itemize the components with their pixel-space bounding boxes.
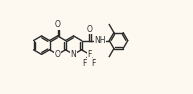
Text: N: N (71, 50, 76, 59)
Text: O: O (86, 25, 92, 34)
Text: O: O (55, 20, 60, 30)
Text: F: F (91, 59, 96, 68)
Text: NH: NH (94, 36, 106, 45)
Text: F: F (87, 50, 92, 59)
Text: O: O (55, 50, 60, 59)
Text: F: F (82, 59, 87, 68)
